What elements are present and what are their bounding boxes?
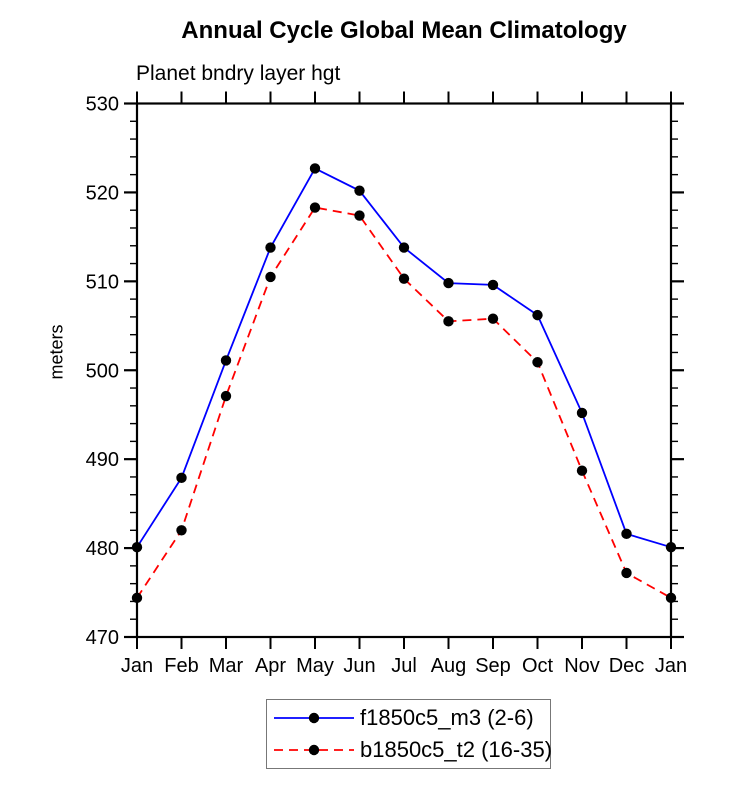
x-tick-label: Jan — [121, 655, 153, 677]
x-tick-label: May — [296, 655, 334, 677]
x-tick-label: Jun — [343, 655, 375, 677]
x-tick-label: Dec — [609, 655, 645, 677]
data-point-marker — [621, 528, 632, 540]
data-point-marker — [665, 592, 677, 604]
legend-item-b1850c5-t2: b1850c5_t2 (16-35) — [272, 736, 553, 763]
x-tick-label: Nov — [564, 655, 600, 677]
x-tick-label: Jan — [655, 655, 687, 677]
data-point-marker — [176, 525, 187, 536]
data-point-marker — [576, 465, 588, 476]
data-point-marker — [309, 163, 321, 174]
x-tick-label: Jul — [391, 655, 417, 677]
x-tick-label: Mar — [209, 655, 244, 677]
y-tick-label: 530 — [86, 94, 119, 116]
data-point-marker — [354, 210, 365, 221]
axis-frame — [135, 102, 673, 639]
y-tick-label: 490 — [86, 449, 119, 471]
data-point-marker — [487, 313, 499, 324]
data-point-marker — [532, 357, 543, 368]
data-point-marker — [443, 316, 454, 327]
data-point-marker — [354, 185, 365, 196]
series-line-1 — [136, 206, 672, 599]
data-point-marker — [220, 355, 232, 366]
data-point-marker — [487, 279, 499, 291]
x-tick-label: Feb — [164, 655, 198, 677]
x-tick-label: Oct — [522, 655, 554, 677]
legend-line-sample-dashed — [274, 744, 354, 755]
data-point-marker — [131, 541, 143, 553]
data-point-marker — [576, 407, 588, 419]
x-tick-label: Sep — [475, 655, 511, 677]
chart-title: Annual Cycle Global Mean Climatology — [181, 17, 627, 44]
x-tick-label: Apr — [255, 655, 286, 677]
y-tick-label: 500 — [86, 360, 119, 382]
legend-label-b1850c5-t2: b1850c5_t2 (16-35) — [360, 736, 553, 762]
x-tick-label: Aug — [431, 655, 467, 677]
data-point-marker — [398, 273, 410, 284]
data-point-marker — [265, 271, 276, 283]
data-point-marker — [443, 277, 454, 289]
y-tick-label: 510 — [86, 271, 119, 293]
legend-marker-dot-icon — [308, 713, 320, 724]
data-point-marker — [665, 541, 677, 553]
legend-marker-dot-icon — [308, 744, 320, 755]
data-point-marker — [532, 309, 543, 321]
data-point-marker — [220, 390, 232, 402]
data-point-marker — [309, 202, 321, 213]
plot-area: 470 480 490 500 510 520 530 Jan Feb Mar Apr May Jun J… — [86, 91, 687, 677]
data-point-marker — [131, 592, 143, 604]
chart-subtitle: Planet bndry layer hgt — [136, 62, 341, 85]
legend-item-f1850c5-m3: f1850c5_m3 (2-6) — [272, 705, 550, 731]
legend-box: f1850c5_m3 (2-6) b1850c5_t2 (16-35) — [266, 699, 553, 769]
data-point-marker — [398, 242, 410, 253]
data-point-marker — [265, 242, 276, 253]
legend-label-f1850c5-m3: f1850c5_m3 (2-6) — [360, 705, 534, 731]
y-tick-label: 520 — [86, 182, 119, 204]
y-tick-label: 480 — [86, 538, 119, 560]
data-point-marker — [176, 472, 187, 484]
y-tick-label: 470 — [86, 627, 119, 649]
legend-line-sample-solid — [274, 713, 354, 724]
data-point-marker — [621, 567, 632, 579]
